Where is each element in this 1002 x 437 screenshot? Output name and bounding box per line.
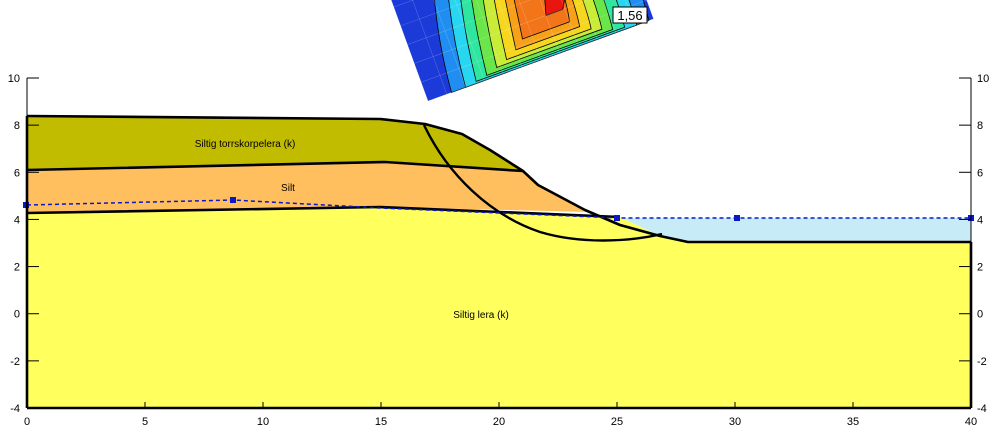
- y-tick-label-right: 4: [977, 214, 983, 226]
- x-tick-label: 25: [611, 416, 623, 428]
- y-tick-label-left: -4: [10, 403, 20, 415]
- y-tick-label-left: 10: [8, 73, 20, 85]
- safety-factor-label: 1,56: [612, 6, 648, 24]
- x-tick-label: 40: [965, 416, 977, 428]
- mesh-lines: [379, 0, 654, 102]
- layer-boundaries: [26, 114, 971, 244]
- safety-factor-text: 1,56: [617, 8, 642, 23]
- x-tick-label: 30: [729, 416, 741, 428]
- x-tick-label: 10: [257, 416, 269, 428]
- y-tick-label-right: -4: [977, 403, 987, 415]
- safety-factor-contour-grid: [379, 0, 654, 102]
- y-tick-label-right: -2: [977, 356, 987, 368]
- y-tick-label-right: 8: [977, 120, 983, 132]
- layer-label-clay: Siltig lera (k): [453, 310, 509, 321]
- y-tick-label-left: 6: [14, 167, 20, 179]
- y-tick-label-left: 4: [14, 214, 20, 226]
- y-tick-label-right: 6: [977, 167, 983, 179]
- x-tick-label: 35: [847, 416, 859, 428]
- y-tick-label-left: 0: [14, 309, 20, 321]
- layer-siltig-lera: [27, 207, 971, 408]
- x-tick-label: 5: [142, 416, 148, 428]
- x-tick-label: 20: [493, 416, 505, 428]
- x-tick-label: 15: [375, 416, 387, 428]
- layer-silt: [27, 162, 590, 213]
- layer-label-crust: Siltig torrskorpelera (k): [195, 139, 296, 150]
- y-tick-label-left: 8: [14, 120, 20, 132]
- y-tick-label-right: 0: [977, 309, 983, 321]
- y-tick-label-left: -2: [10, 356, 20, 368]
- layer-siltig-torrskorpelera: [27, 116, 523, 171]
- y-tick-label-left: 2: [14, 262, 20, 274]
- layer-label-silt: Silt: [281, 183, 295, 194]
- water-body: [618, 217, 971, 242]
- axis-ticks: [26, 77, 972, 409]
- y-tick-label-right: 2: [977, 262, 983, 274]
- y-tick-label-right: 10: [977, 73, 989, 85]
- axis-tick-labels: 0 5 10 15 20 25 30 35 40-4 -4-2 -20 02 24 46 68 810 10: [8, 73, 990, 428]
- x-tick-label: 0: [24, 416, 30, 428]
